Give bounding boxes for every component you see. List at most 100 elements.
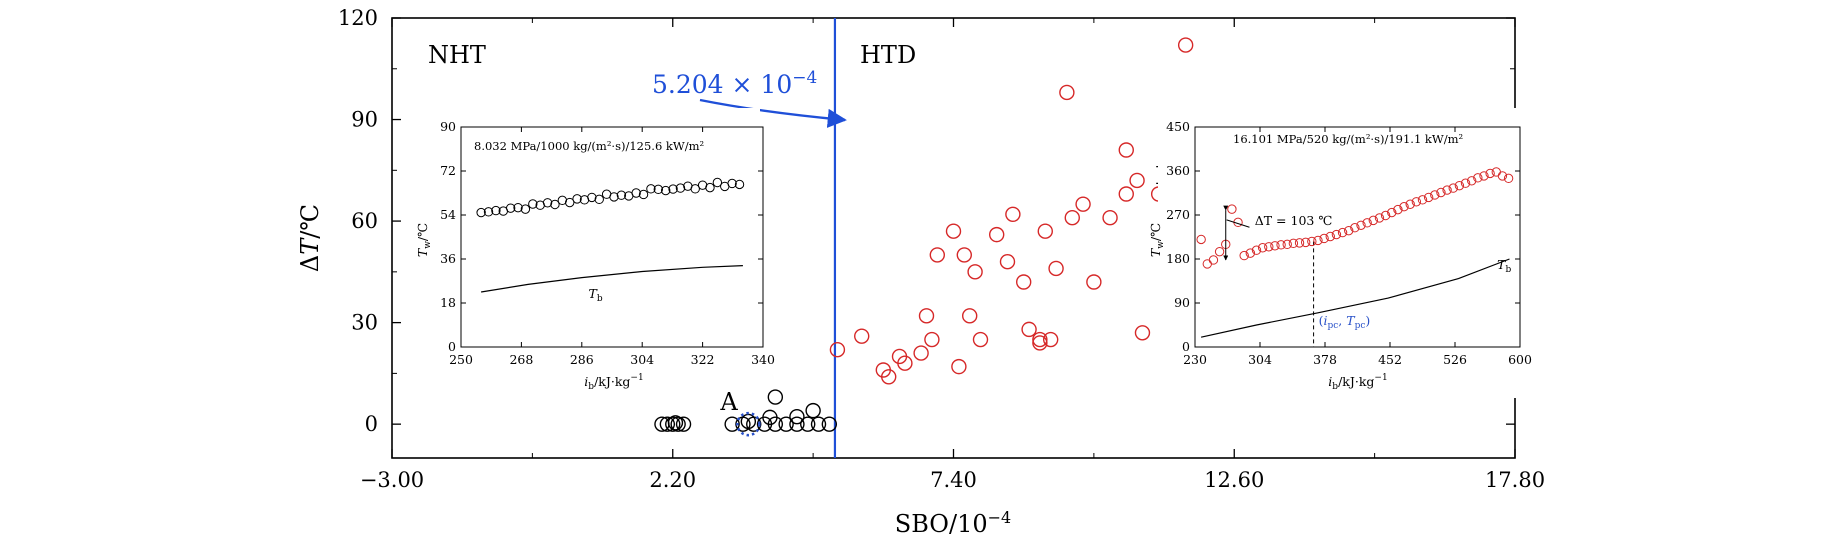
inset-tw-point (660, 185, 671, 196)
inset-tw-point (1387, 207, 1397, 218)
htd-point (988, 226, 1005, 243)
inset-tw-point (491, 205, 501, 216)
inset-tw-point (1282, 239, 1292, 250)
nht-point (659, 416, 676, 432)
inset-tw-point (1196, 234, 1206, 245)
inset-tw-point (1374, 213, 1385, 223)
inset-tw-point (734, 179, 745, 190)
inset-tw-point (1423, 192, 1434, 203)
htd-point (918, 308, 935, 324)
inset-tw-point (1466, 176, 1477, 186)
inset-tw-point (550, 199, 560, 210)
htd-point (1059, 84, 1075, 101)
inset-x-tick-label: 304 (630, 352, 654, 367)
htd-point (1042, 331, 1059, 348)
inset-tw-point (668, 184, 678, 194)
inset-tw-point (1300, 237, 1311, 248)
inset-y-tick-label: 180 (1166, 251, 1190, 266)
inset-tw-point (1325, 231, 1335, 242)
inset-y-tick-label: 36 (440, 251, 456, 266)
inset-tw-point (1448, 183, 1458, 193)
inset-x-tick-label: 340 (751, 352, 775, 367)
inset-tw-point (653, 184, 664, 195)
inset-tw-point (1245, 248, 1256, 258)
htd-point (945, 223, 962, 239)
inset-tw-point (631, 188, 641, 198)
inset-right-frame (1194, 126, 1521, 348)
inset-tw-point (513, 202, 523, 213)
nht-point (665, 416, 681, 432)
x-tick-label: 17.80 (1485, 468, 1545, 492)
inset-tw-point (1313, 235, 1323, 246)
y-tick-label: 120 (338, 6, 378, 30)
inset-left-condition: 8.032 MPa/1000 kg/(m²·s)/125.6 kW/m² (474, 139, 704, 153)
htd-point (1021, 321, 1037, 338)
inset-tw-point (1319, 233, 1329, 244)
inset-tw-point (1294, 238, 1305, 248)
y-tick-label: 60 (351, 209, 378, 233)
inset-tw-point (565, 197, 575, 208)
htd-point (829, 341, 846, 358)
inset-tw-point (1442, 185, 1452, 195)
inset-x-tick-label: 378 (1313, 352, 1337, 367)
inset-tw-point (1257, 243, 1268, 253)
inset-right-pc-label: (ipc, Tpc) (1319, 313, 1371, 331)
inset-y-tick-label: 0 (1182, 339, 1190, 354)
inset-tw-point (1436, 187, 1446, 198)
inset-tw-point (1393, 204, 1403, 215)
inset-right: 16.101 MPa/520 kg/(m²·s)/191.1 kW/m² 230… (1148, 108, 1532, 398)
nht-point (805, 402, 821, 419)
inset-tw-point (1331, 229, 1342, 240)
inset-tw-point (1264, 242, 1274, 252)
inset-tw-point (1368, 215, 1379, 226)
marker-a: A (719, 388, 761, 437)
htd-point (1086, 274, 1102, 290)
inset-tw-point (476, 207, 486, 218)
htd-point (897, 355, 913, 371)
inset-tw-point (1411, 197, 1422, 207)
nht-point (740, 413, 757, 430)
htd-point (1075, 196, 1091, 212)
inset-tw-point (727, 178, 737, 189)
inset-y-tick-label: 450 (1166, 119, 1190, 134)
inset-y-tick-label: 270 (1166, 207, 1190, 222)
nht-point (667, 415, 684, 431)
inset-tw-point (1417, 195, 1428, 205)
inset-tb-curve (481, 265, 743, 293)
x-tick-label: −3.00 (360, 468, 424, 492)
inset-tw-point (1399, 201, 1409, 212)
inset-tw-point (712, 177, 723, 188)
inset-tw-point (1497, 171, 1508, 181)
htd-point (1015, 274, 1032, 290)
x-tick-label: 2.20 (649, 468, 696, 492)
htd-point (956, 247, 972, 263)
inset-tw-point (1503, 173, 1514, 184)
htd-point (1037, 223, 1053, 239)
htd-point (1118, 142, 1134, 158)
region-label-nht: NHT (428, 41, 486, 69)
htd-point (1102, 209, 1118, 226)
inset-left-y-title: Tw/℃ (415, 223, 433, 257)
nht-point (762, 409, 778, 426)
htd-point (1134, 325, 1151, 341)
inset-tw-point (1288, 238, 1299, 249)
htd-point (1129, 172, 1145, 189)
inset-tw-point (1473, 173, 1483, 183)
inset-y-tick-label: 360 (1166, 163, 1190, 178)
inset-tw-point (1460, 178, 1471, 188)
inset-x-tick-label: 250 (449, 352, 473, 367)
nht-point (670, 416, 686, 432)
nht-point (810, 416, 827, 432)
x-tick-label: 12.60 (1204, 468, 1264, 492)
inset-tw-point (1270, 241, 1280, 251)
inset-tw-point (1337, 227, 1348, 238)
threshold-label: 5.204 × 10−4 (652, 68, 817, 99)
htd-point (961, 308, 978, 324)
htd-point (924, 331, 940, 348)
region-label-htd: HTD (860, 41, 916, 69)
inset-tw-point (675, 183, 686, 193)
inset-left-x-title: ib/kJ·kg−1 (584, 373, 643, 392)
htd-point (854, 328, 870, 344)
main-tick-labels: −3.00 2.20 7.40 12.60 17.80 0 30 60 90 120 (338, 6, 1545, 492)
